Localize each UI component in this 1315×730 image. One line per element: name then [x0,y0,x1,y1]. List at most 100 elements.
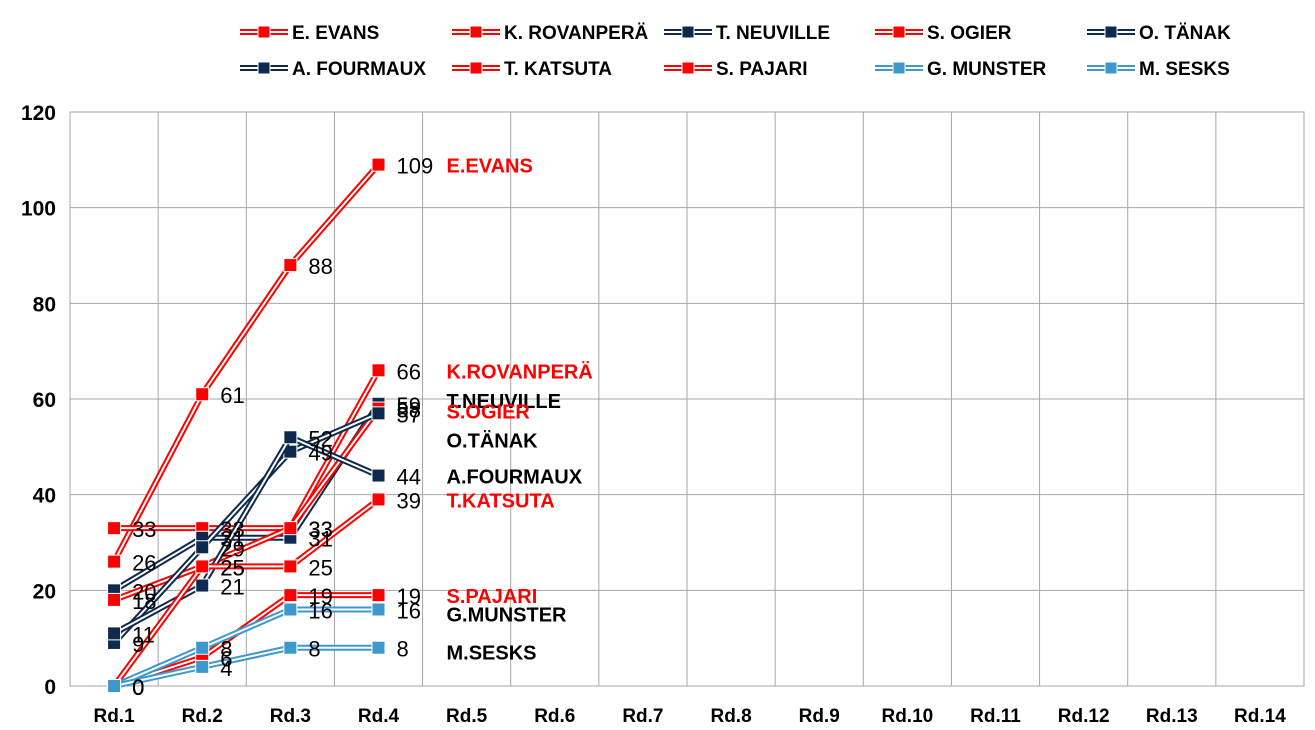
x-tick-label: Rd.7 [622,706,663,727]
data-label: 31 [308,527,332,552]
legend-swatch-marker [892,61,906,75]
data-point [195,578,210,593]
data-label: 39 [397,488,421,513]
x-tick-label: Rd.4 [358,706,400,727]
data-label: 31 [220,527,244,552]
x-tick-label: Rd.13 [1146,706,1198,727]
legend-entry: K. ROVANPERÄ [452,23,649,44]
series-line-core [113,436,379,635]
x-tick-label: Rd.8 [710,706,751,727]
data-point [283,640,298,655]
legend-swatch-marker [681,61,695,75]
x-tick-label: Rd.12 [1058,706,1110,727]
chart-series [107,157,386,693]
data-label: 25 [220,555,244,580]
series-end-label: T.KATSUTA [447,490,555,512]
data-label: 26 [132,551,156,576]
data-point [371,602,386,617]
data-label: 109 [397,154,434,179]
data-label: 58 [397,398,421,423]
legend-swatch-marker [257,61,271,75]
data-label: 19 [308,584,332,609]
data-point [195,540,210,555]
legend-swatch-marker [469,61,483,75]
data-label: 33 [132,517,156,542]
data-point [107,554,122,569]
data-point [283,258,298,273]
data-label: 20 [132,579,156,604]
legend-entry: A. FOURMAUX [240,59,426,80]
x-tick-label: Rd.3 [270,706,311,727]
legend-entry: G. MUNSTER [875,59,1047,80]
legend-entry: E. EVANS [240,23,379,44]
legend-label: T. KATSUTA [504,59,612,80]
data-point [195,640,210,655]
data-label: 21 [220,575,244,600]
series-line-core [114,369,380,530]
legend-entry: T. KATSUTA [452,59,612,80]
chart-legend: E. EVANS K. ROVANPERÄ T. NEUVILLE S. OGIER O… [240,23,1231,80]
data-point [283,559,298,574]
data-point [371,406,386,421]
data-point [283,588,298,603]
data-point [371,588,386,603]
y-tick-label: 0 [44,676,56,699]
data-label: 33 [308,517,332,542]
y-tick-label: 40 [33,485,56,508]
legend-label: O. TÄNAK [1139,23,1231,44]
x-tick-label: Rd.14 [1234,706,1286,727]
y-tick-label: 60 [33,389,56,412]
y-tick-label: 100 [21,198,56,221]
legend-label: K. ROVANPERÄ [504,23,649,44]
data-label: 18 [132,589,156,614]
series-line-core [113,646,379,687]
series-line-core [113,498,380,687]
data-point [107,521,122,536]
data-point [371,157,386,172]
data-label: 0 [132,675,144,700]
legend-entry: T. NEUVILLE [664,23,830,44]
data-label: 33 [308,517,332,542]
data-point [371,363,386,378]
y-tick-label: 80 [33,293,56,316]
data-label: 16 [397,598,421,623]
series-end-label: E.EVANS [447,156,533,178]
data-label: 88 [308,254,332,279]
x-tick-label: Rd.5 [446,706,488,727]
y-tick-label: 120 [21,102,56,125]
series-end-label: A.FOURMAUX [447,467,583,489]
data-label: 57 [397,402,421,427]
data-label: 0 [132,675,144,700]
series-end-label: M.SESKS [447,643,537,665]
legend-label: M. SESKS [1139,59,1230,80]
legend-label: S. PAJARI [716,59,808,80]
y-tick-label: 20 [33,580,56,603]
series-line-core [113,412,379,644]
series-line-core [113,608,379,687]
legend-label: S. OGIER [927,23,1012,44]
data-label: 59 [397,393,421,418]
data-label: 0 [132,675,144,700]
data-label: 66 [397,359,421,384]
data-label: 6 [220,646,232,671]
legend-swatch-marker [257,25,271,39]
x-tick-label: Rd.2 [182,706,223,727]
data-point [283,602,298,617]
series-end-label: S.OGIER [447,402,531,424]
series-end-label: O.TÄNAK [447,429,539,452]
legend-swatch-marker [469,25,483,39]
legend-swatch-marker [681,25,695,39]
data-label: 44 [397,465,421,490]
series-end-label: G.MUNSTER [447,604,568,626]
data-label: 11 [132,622,155,647]
legend-label: A. FOURMAUX [292,59,426,80]
data-label: 29 [220,536,244,561]
series-line-core [113,163,380,563]
data-label: 0 [132,675,144,700]
data-point [107,679,122,693]
x-tick-label: Rd.10 [881,706,933,727]
data-point [195,659,210,674]
legend-label: G. MUNSTER [927,59,1047,80]
